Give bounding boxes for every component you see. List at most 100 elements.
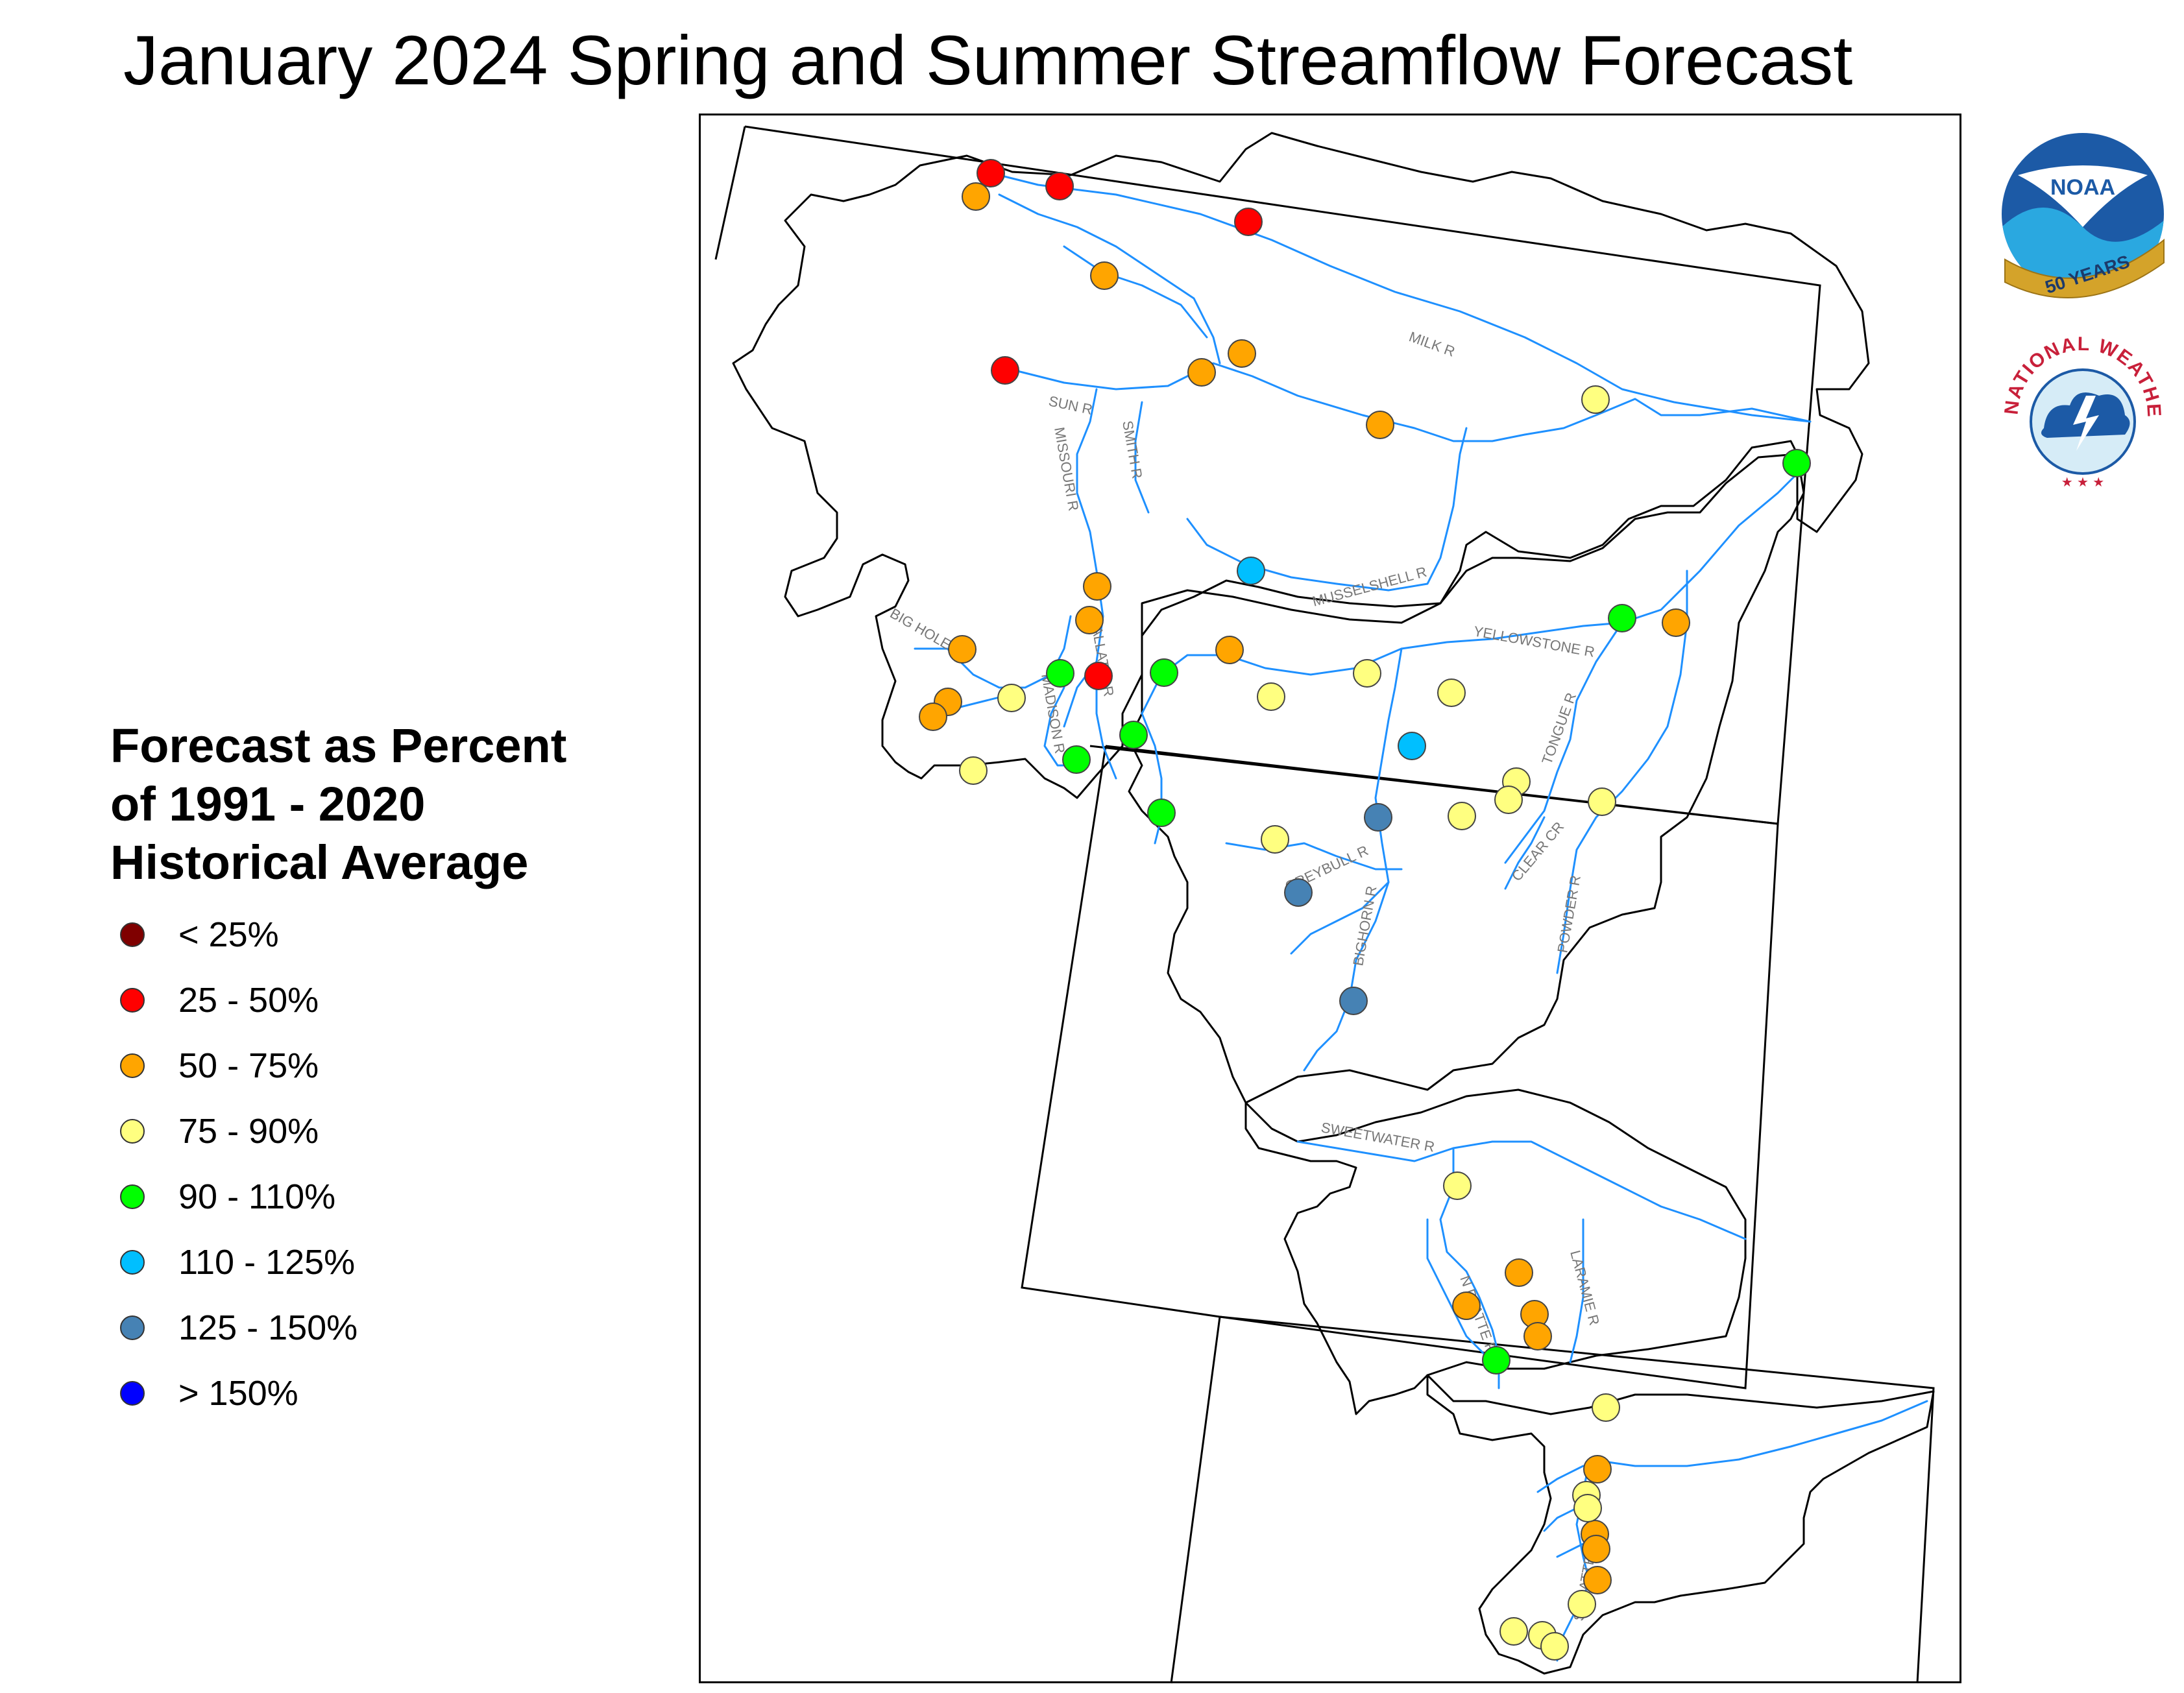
forecast-point[interactable] xyxy=(1540,1632,1569,1661)
yellowstone-main xyxy=(1141,466,1805,715)
legend-item: 90 - 110% xyxy=(120,1164,358,1229)
legend-label: > 150% xyxy=(178,1373,298,1413)
tongue-river xyxy=(1504,621,1623,864)
forecast-point[interactable] xyxy=(1083,572,1111,601)
forecast-point[interactable] xyxy=(1075,606,1104,634)
river-label-tongue: TONGUE R xyxy=(1538,690,1579,766)
forecast-point[interactable] xyxy=(1228,339,1256,368)
nws-logo-icon: NATIONAL WEATHER SERVICE ★ ★ ★ xyxy=(1992,324,2164,496)
forecast-point[interactable] xyxy=(991,356,1019,385)
forecast-point[interactable] xyxy=(1452,1291,1481,1320)
legend-title: Forecast as Percent of 1991 - 2020 Histo… xyxy=(110,717,694,892)
forecast-point[interactable] xyxy=(959,756,988,785)
river-label-laramie: LARAMIE R xyxy=(1567,1249,1603,1327)
forecast-point[interactable] xyxy=(1187,358,1216,387)
legend-title-line: of 1991 - 2020 xyxy=(110,777,426,831)
forecast-point[interactable] xyxy=(1261,825,1289,854)
forecast-point[interactable] xyxy=(1581,385,1610,414)
forecast-point[interactable] xyxy=(1366,411,1394,439)
south-platte-basin xyxy=(1426,1374,1935,1675)
colorado-boundary xyxy=(1219,1315,1935,1684)
montana-west-edge xyxy=(714,126,746,260)
forecast-point[interactable] xyxy=(1339,987,1368,1015)
forecast-point[interactable] xyxy=(1505,1258,1533,1287)
legend-label: 75 - 90% xyxy=(178,1111,319,1151)
river-label-milk: MILK R xyxy=(1407,328,1457,360)
forecast-point[interactable] xyxy=(1284,878,1313,907)
forecast-point[interactable] xyxy=(1062,745,1091,774)
forecast-point[interactable] xyxy=(1119,721,1148,749)
forecast-point[interactable] xyxy=(1364,803,1392,832)
legend-swatch xyxy=(120,1184,145,1209)
forecast-point[interactable] xyxy=(1592,1393,1620,1422)
forecast-point[interactable] xyxy=(1090,261,1119,290)
forecast-point[interactable] xyxy=(1608,604,1636,632)
legend-item: 50 - 75% xyxy=(120,1033,358,1098)
musselshell-river xyxy=(1186,427,1468,592)
milk-river xyxy=(998,174,1812,423)
legend-label: < 25% xyxy=(178,915,279,954)
forecast-point[interactable] xyxy=(1234,208,1263,236)
legend-label: 25 - 50% xyxy=(178,980,319,1020)
forecast-point[interactable] xyxy=(997,684,1026,712)
forecast-point[interactable] xyxy=(1084,662,1113,690)
river-label-smith: SMITH R xyxy=(1119,420,1145,480)
forecast-point[interactable] xyxy=(1523,1322,1552,1351)
forecast-point[interactable] xyxy=(1573,1494,1602,1522)
forecast-point[interactable] xyxy=(1582,1535,1610,1563)
forecast-point[interactable] xyxy=(1499,1617,1528,1646)
sweetwater-river xyxy=(1296,1140,1747,1240)
legend-swatch xyxy=(120,1315,145,1340)
legend-item: > 150% xyxy=(120,1360,358,1426)
basin-outlines xyxy=(732,132,1935,1675)
forecast-point[interactable] xyxy=(1398,732,1426,760)
legend-swatch xyxy=(120,1380,145,1406)
north-platte-upper xyxy=(1426,1218,1494,1363)
forecast-point[interactable] xyxy=(1583,1566,1612,1594)
teton-river xyxy=(1063,245,1208,339)
forecast-point[interactable] xyxy=(919,702,947,731)
powder-river xyxy=(1556,570,1688,974)
forecast-point[interactable] xyxy=(1662,608,1690,637)
state-boundaries xyxy=(714,125,1935,1684)
forecast-point[interactable] xyxy=(1782,449,1811,477)
forecast-point[interactable] xyxy=(1215,636,1244,664)
page-title: January 2024 Spring and Summer Streamflo… xyxy=(123,21,1853,99)
forecast-points xyxy=(919,159,1811,1661)
wind-river xyxy=(1290,881,1390,955)
forecast-point[interactable] xyxy=(1443,1171,1472,1200)
forecast-point[interactable] xyxy=(1494,786,1523,814)
clear-creek xyxy=(1504,816,1546,890)
legend-label: 110 - 125% xyxy=(178,1242,356,1282)
legend-label: 90 - 110% xyxy=(178,1177,336,1216)
forecast-point[interactable] xyxy=(1482,1346,1511,1375)
forecast-point[interactable] xyxy=(1568,1590,1596,1618)
forecast-point[interactable] xyxy=(962,182,990,211)
missouri-main xyxy=(1011,362,1812,442)
forecast-point[interactable] xyxy=(1353,659,1381,688)
legend-item: 75 - 90% xyxy=(120,1098,358,1164)
legend-swatch xyxy=(120,1053,145,1078)
forecast-point[interactable] xyxy=(1150,658,1178,687)
river-label-sweetwater: SWEETWATER R xyxy=(1320,1119,1436,1155)
forecast-point[interactable] xyxy=(977,159,1005,187)
forecast-point[interactable] xyxy=(1147,798,1176,827)
forecast-point[interactable] xyxy=(1448,802,1476,830)
forecast-point[interactable] xyxy=(1588,787,1616,816)
forecast-point[interactable] xyxy=(1237,557,1265,585)
forecast-point[interactable] xyxy=(1257,682,1285,711)
forecast-point[interactable] xyxy=(948,635,977,664)
noaa-logo-icon: NOAA 50 YEARS xyxy=(2002,133,2165,298)
forecast-point[interactable] xyxy=(1045,172,1074,200)
smith-river xyxy=(1134,401,1150,514)
south-platte-plains xyxy=(1588,1400,1928,1467)
noaa-text: NOAA xyxy=(2050,175,2115,200)
laramie-river xyxy=(1569,1218,1584,1363)
river-label-sun: SUN R xyxy=(1047,392,1094,418)
forecast-point[interactable] xyxy=(1583,1455,1612,1483)
forecast-point[interactable] xyxy=(1437,678,1466,707)
yellowstone-basin xyxy=(1128,453,1805,1104)
river-labels: MILK R SUN R MISSOURI R SMITH R MUSSELSH… xyxy=(888,328,1603,1622)
forecast-point[interactable] xyxy=(1046,659,1074,688)
